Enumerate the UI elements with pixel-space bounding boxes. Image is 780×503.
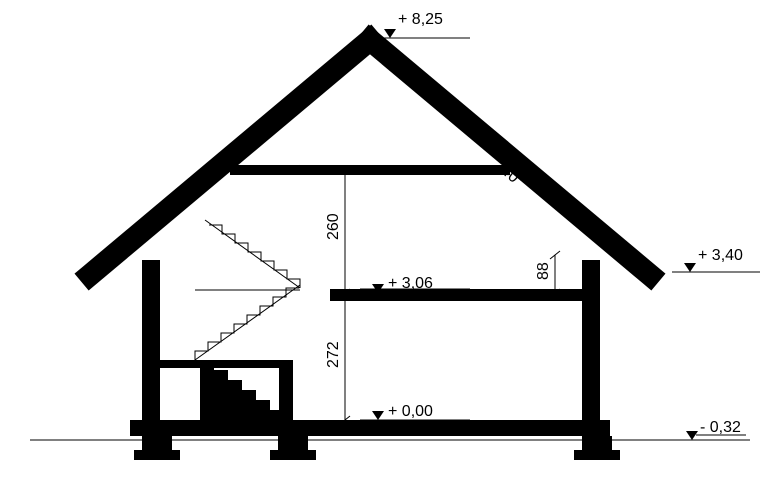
ground_zero: + 0,00	[388, 403, 433, 420]
eave_right: + 3,40	[698, 247, 743, 264]
h260: 260	[325, 213, 342, 240]
h88: 88	[535, 262, 552, 280]
h272: 272	[325, 341, 342, 368]
grade: - 0,32	[700, 419, 741, 436]
apex: + 8,25	[398, 11, 443, 28]
